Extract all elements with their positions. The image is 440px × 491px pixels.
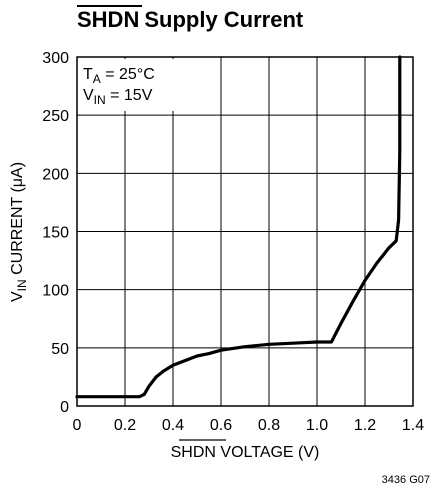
x-tick-label: 0.8 xyxy=(258,417,280,434)
x-tick-label: 0.2 xyxy=(114,417,136,434)
y-tick-label: 150 xyxy=(42,225,69,242)
y-tick-label: 200 xyxy=(42,166,69,183)
x-title-rest: VOLTAGE (V) xyxy=(216,444,319,461)
figure-id: 3436 G07 xyxy=(382,474,430,486)
series-line xyxy=(75,55,402,399)
y-tick-label: 50 xyxy=(51,341,69,358)
annot-ta-sub: A xyxy=(93,72,101,86)
y-tick-label: 250 xyxy=(42,108,69,125)
x-tick-label: 1.0 xyxy=(306,417,328,434)
annotation-box xyxy=(79,59,175,111)
y-axis-title: VIN CURRENT (μA) xyxy=(9,162,29,302)
x-axis-title: SHDN VOLTAGE (V) xyxy=(171,444,320,461)
annot-vin-rest: = 15V xyxy=(106,87,153,104)
title-rest: Supply Current xyxy=(144,7,304,32)
x-tick-label: 1.4 xyxy=(402,417,424,434)
y-tick-label: 0 xyxy=(60,399,69,416)
annot-vin-main: V xyxy=(83,87,94,104)
y-tick-label: 100 xyxy=(42,283,69,300)
y-title-rest: CURRENT (μA) xyxy=(9,162,26,279)
grid xyxy=(77,57,413,406)
annot-vin-sub: IN xyxy=(94,93,106,107)
title-shdn: SHDN xyxy=(77,7,139,32)
annot-ta-rest: = 25°C xyxy=(101,66,155,83)
x-tick-label: 0.6 xyxy=(210,417,232,434)
x-tick-label: 1.2 xyxy=(354,417,376,434)
y-tick-labels: 0 50 100 150 200 250 300 xyxy=(42,50,69,416)
y-title-sub: IN xyxy=(15,279,29,291)
annotation-ta: TA = 25°C xyxy=(83,66,155,86)
annot-ta-main: T xyxy=(83,66,93,83)
x-tick-labels: 0 0.2 0.4 0.6 0.8 1.0 1.2 1.4 xyxy=(73,417,425,434)
x-tick-label: 0 xyxy=(73,417,82,434)
x-title-shdn: SHDN xyxy=(171,444,216,461)
y-title-v: V xyxy=(9,291,26,302)
x-tick-label: 0.4 xyxy=(162,417,184,434)
y-tick-label: 300 xyxy=(42,50,69,67)
annotation-vin: VIN = 15V xyxy=(83,87,153,107)
chart-title: SHDN Supply Current xyxy=(77,7,304,32)
